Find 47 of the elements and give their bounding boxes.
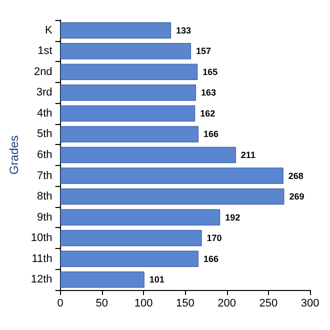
y-tick-label: 2nd xyxy=(34,66,52,78)
x-tick-label: 50 xyxy=(96,298,108,310)
x-tick-label: 250 xyxy=(259,298,278,310)
data-label: 170 xyxy=(206,233,222,244)
y-tick-label: 5th xyxy=(37,128,52,140)
data-label: 163 xyxy=(200,88,216,98)
x-tick-label: 150 xyxy=(176,298,194,310)
y-tick-label: 9th xyxy=(37,211,52,224)
data-label: 269 xyxy=(289,192,304,202)
x-tick-label: 300 xyxy=(300,298,320,310)
data-label: 162 xyxy=(200,108,216,118)
bar xyxy=(60,250,198,267)
data-label: 166 xyxy=(203,129,219,140)
bar xyxy=(60,64,198,80)
x-tick-label: 200 xyxy=(218,298,236,310)
bar xyxy=(60,105,196,122)
y-tick-label: 3rd xyxy=(36,86,52,99)
data-label: 165 xyxy=(202,66,218,77)
x-tick-label: 0 xyxy=(57,298,64,310)
bar xyxy=(60,168,284,184)
y-tick-label: 6th xyxy=(37,149,52,161)
x-tick-label: 100 xyxy=(134,298,153,310)
y-tick-label: 7th xyxy=(37,170,52,182)
y-tick-label: K xyxy=(44,24,53,36)
bar xyxy=(60,84,196,101)
bar xyxy=(60,43,191,60)
bar xyxy=(60,272,144,288)
y-tick-label: 1st xyxy=(38,45,52,58)
y-tick-label: 8th xyxy=(37,190,52,203)
bar xyxy=(60,188,284,205)
data-label: 101 xyxy=(149,274,164,285)
y-tick-label: 12th xyxy=(30,274,52,286)
bar xyxy=(60,146,236,164)
data-label: 157 xyxy=(196,46,212,56)
data-label: 192 xyxy=(225,212,240,222)
bar xyxy=(60,126,198,142)
data-label: 166 xyxy=(203,254,219,264)
bar xyxy=(60,22,172,38)
y-tick-label: 4th xyxy=(37,107,52,120)
y-tick-label: 10th xyxy=(30,232,52,244)
data-label: 211 xyxy=(240,150,256,160)
bar xyxy=(60,230,202,246)
y-axis-title: Grades xyxy=(7,135,21,175)
bar xyxy=(60,209,220,226)
data-label: 133 xyxy=(176,25,192,36)
data-label: 268 xyxy=(288,170,304,181)
y-tick-label: 11th xyxy=(32,252,52,265)
